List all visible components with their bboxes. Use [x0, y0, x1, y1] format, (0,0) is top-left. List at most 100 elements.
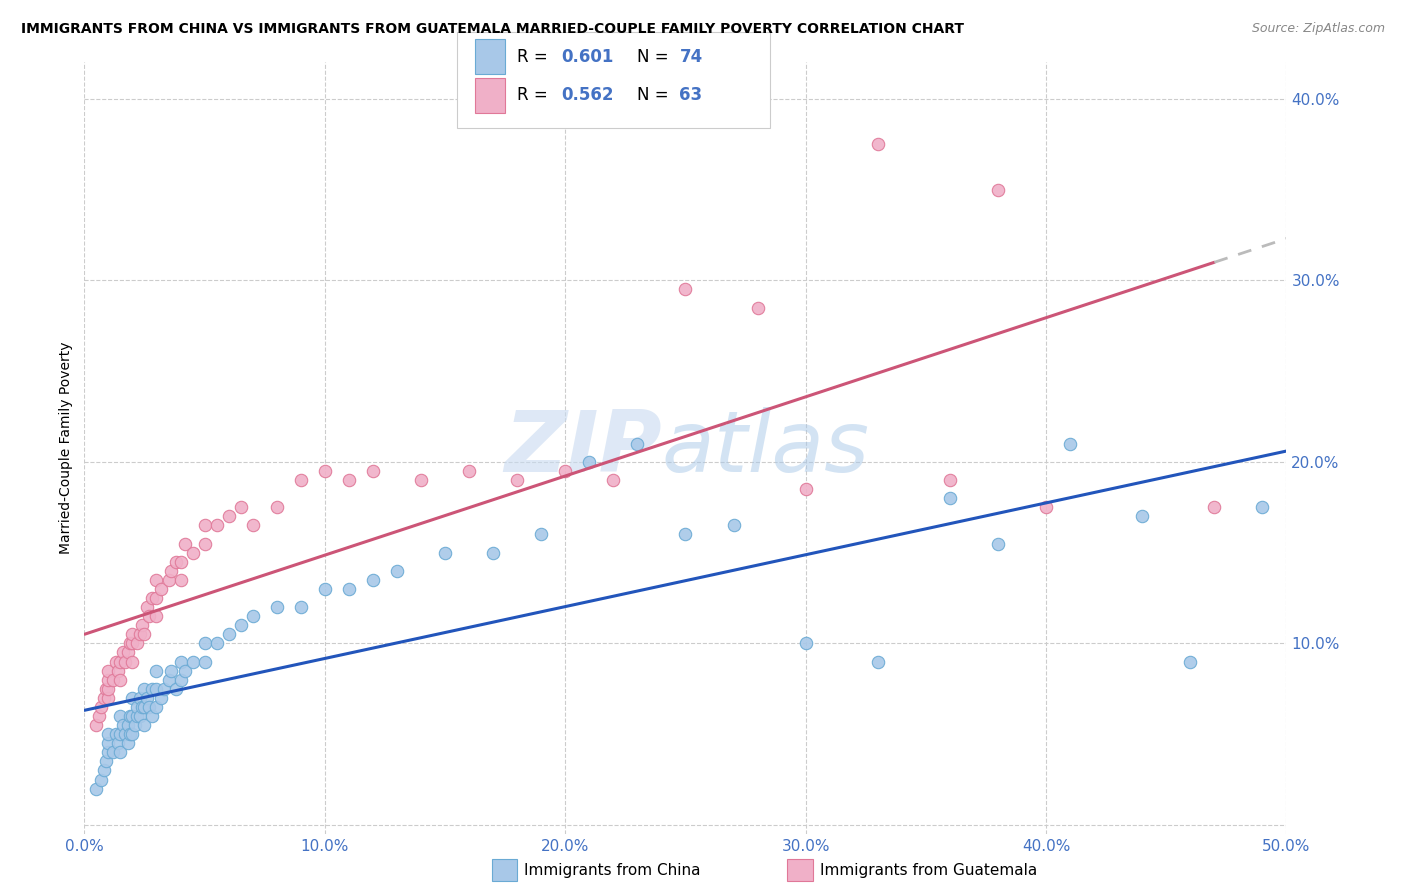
Point — [866, 137, 889, 152]
Text: N =: N = — [637, 87, 675, 104]
Point — [145, 700, 167, 714]
Point — [194, 536, 217, 550]
Point — [121, 627, 143, 641]
Point — [128, 709, 150, 723]
Point — [93, 764, 115, 778]
Text: N =: N = — [637, 47, 675, 66]
Point — [121, 727, 143, 741]
Point — [1130, 509, 1153, 524]
Point — [218, 509, 240, 524]
Text: R =: R = — [517, 87, 553, 104]
Point — [794, 482, 817, 496]
Point — [97, 736, 120, 750]
Point — [103, 673, 125, 687]
Point — [124, 718, 146, 732]
Point — [127, 700, 149, 714]
Point — [103, 745, 125, 759]
Point — [482, 546, 505, 560]
Point — [127, 709, 149, 723]
Point — [506, 473, 529, 487]
Point — [127, 636, 149, 650]
Point — [104, 727, 127, 741]
Point — [205, 518, 228, 533]
Bar — [475, 39, 505, 74]
Point — [152, 681, 174, 696]
Point — [181, 546, 204, 560]
Point — [987, 536, 1010, 550]
Point — [131, 700, 153, 714]
Point — [118, 636, 141, 650]
Point — [337, 582, 360, 596]
Point — [107, 736, 129, 750]
Point — [602, 473, 624, 487]
Point — [110, 745, 132, 759]
Point — [242, 609, 264, 624]
Point — [160, 564, 183, 578]
Point — [110, 655, 132, 669]
Point — [145, 591, 167, 605]
Point — [169, 673, 191, 687]
Point — [194, 518, 217, 533]
Point — [90, 700, 112, 714]
Point — [385, 564, 408, 578]
Point — [97, 745, 120, 759]
Text: IMMIGRANTS FROM CHINA VS IMMIGRANTS FROM GUATEMALA MARRIED-COUPLE FAMILY POVERTY: IMMIGRANTS FROM CHINA VS IMMIGRANTS FROM… — [21, 22, 965, 37]
Point — [157, 673, 180, 687]
Point — [134, 627, 156, 641]
Text: R =: R = — [517, 47, 553, 66]
Point — [114, 655, 136, 669]
Point — [458, 464, 481, 478]
Point — [141, 709, 163, 723]
Point — [121, 655, 143, 669]
Point — [117, 736, 139, 750]
Point — [128, 627, 150, 641]
Point — [866, 655, 889, 669]
Point — [145, 681, 167, 696]
Text: atlas: atlas — [661, 407, 869, 490]
Text: Immigrants from China: Immigrants from China — [524, 863, 702, 878]
Point — [987, 182, 1010, 196]
Point — [218, 627, 240, 641]
Point — [138, 609, 160, 624]
Point — [174, 664, 197, 678]
Point — [110, 727, 132, 741]
Point — [97, 690, 120, 705]
Point — [90, 772, 112, 787]
Point — [157, 573, 180, 587]
Point — [723, 518, 745, 533]
Point — [169, 555, 191, 569]
Point — [266, 500, 288, 515]
Point — [169, 573, 191, 587]
Text: 74: 74 — [679, 47, 703, 66]
Text: 63: 63 — [679, 87, 703, 104]
Point — [93, 690, 115, 705]
Point — [242, 518, 264, 533]
Point — [361, 464, 384, 478]
Point — [111, 645, 134, 659]
Point — [111, 718, 134, 732]
Point — [97, 664, 120, 678]
Point — [104, 655, 127, 669]
Text: 0.601: 0.601 — [561, 47, 614, 66]
Point — [141, 591, 163, 605]
Point — [117, 718, 139, 732]
Point — [114, 727, 136, 741]
Point — [361, 573, 384, 587]
Point — [110, 673, 132, 687]
Point — [794, 636, 817, 650]
Text: ZIP: ZIP — [503, 407, 661, 490]
Point — [110, 709, 132, 723]
Point — [145, 573, 167, 587]
Point — [150, 582, 173, 596]
Point — [1204, 500, 1226, 515]
Point — [118, 709, 141, 723]
Point — [530, 527, 553, 541]
Point — [205, 636, 228, 650]
Point — [160, 664, 183, 678]
Bar — [475, 78, 505, 112]
Point — [290, 473, 312, 487]
Point — [135, 600, 157, 615]
Point — [578, 455, 600, 469]
Point — [117, 645, 139, 659]
Point — [107, 664, 129, 678]
